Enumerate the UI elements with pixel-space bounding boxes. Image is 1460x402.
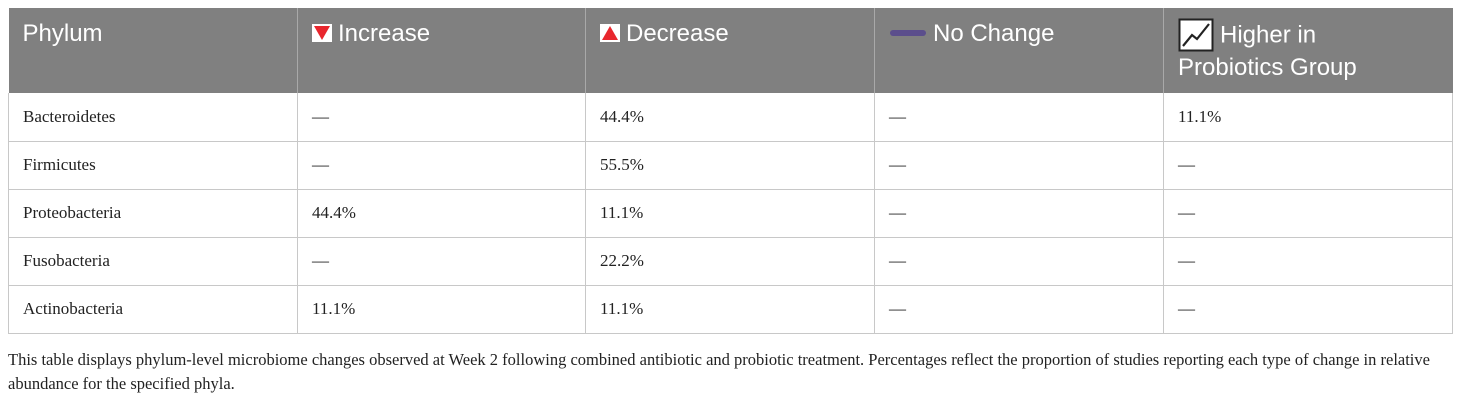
cell-increase: 44.4% <box>297 189 586 238</box>
cell-higher-probiotics: — <box>1163 237 1453 286</box>
cell-increase: — <box>297 237 586 286</box>
header-increase-label: Increase <box>338 20 431 47</box>
cell-higher-probiotics: — <box>1163 141 1453 190</box>
table-row: Bacteroidetes — 44.4% — 11.1% <box>8 93 1453 142</box>
table-caption: This table displays phylum-level microbi… <box>8 350 1430 393</box>
cell-decrease: 11.1% <box>585 285 875 334</box>
header-decrease: Decrease <box>585 8 875 93</box>
header-row: Phylum Increase Decrease <box>8 8 1453 93</box>
cell-decrease: 44.4% <box>585 93 875 142</box>
cell-phylum: Actinobacteria <box>8 285 298 334</box>
cell-phylum: Fusobacteria <box>8 237 298 286</box>
header-higher-probiotics-line2: Probiotics Group <box>1178 54 1357 81</box>
cell-phylum: Bacteroidetes <box>8 93 298 142</box>
table-header: Phylum Increase Decrease <box>8 8 1453 93</box>
header-no-change-label: No Change <box>933 20 1055 47</box>
table-row: Fusobacteria — 22.2% — — <box>8 237 1453 286</box>
cell-no-change: — <box>874 285 1164 334</box>
cell-increase: 11.1% <box>297 285 586 334</box>
purple-dash-icon <box>890 29 926 36</box>
cell-no-change: — <box>874 237 1164 286</box>
header-phylum-label: Phylum <box>22 20 103 47</box>
cell-higher-probiotics: 11.1% <box>1163 93 1453 142</box>
header-increase: Increase <box>297 8 586 93</box>
table-row: Proteobacteria 44.4% 11.1% — — <box>8 189 1453 238</box>
cell-higher-probiotics: — <box>1163 285 1453 334</box>
cell-phylum: Proteobacteria <box>8 189 298 238</box>
cell-decrease: 22.2% <box>585 237 875 286</box>
cell-no-change: — <box>874 93 1164 142</box>
header-decrease-label: Decrease <box>626 20 729 47</box>
cell-phylum: Firmicutes <box>8 141 298 190</box>
cell-no-change: — <box>874 141 1164 190</box>
table-row: Actinobacteria 11.1% 11.1% — — <box>8 285 1453 334</box>
header-higher-probiotics: Higher in Probiotics Group <box>1163 8 1453 93</box>
cell-no-change: — <box>874 189 1164 238</box>
red-up-triangle-icon <box>600 23 620 42</box>
header-no-change: No Change <box>874 8 1164 93</box>
red-down-triangle-icon <box>312 23 332 42</box>
microbiome-table-container: Phylum Increase Decrease <box>8 8 1453 334</box>
header-phylum: Phylum <box>8 8 298 93</box>
cell-increase: — <box>297 141 586 190</box>
table-row: Firmicutes — 55.5% — — <box>8 141 1453 190</box>
header-higher-probiotics-line1: Higher in <box>1220 21 1317 49</box>
table-body: Bacteroidetes — 44.4% — 11.1% Firmicutes… <box>8 93 1453 334</box>
cell-decrease: 11.1% <box>585 189 875 238</box>
cell-decrease: 55.5% <box>585 141 875 190</box>
cell-increase: — <box>297 93 586 142</box>
microbiome-table: Phylum Increase Decrease <box>8 8 1453 334</box>
trend-line-icon <box>1178 18 1214 52</box>
cell-higher-probiotics: — <box>1163 189 1453 238</box>
